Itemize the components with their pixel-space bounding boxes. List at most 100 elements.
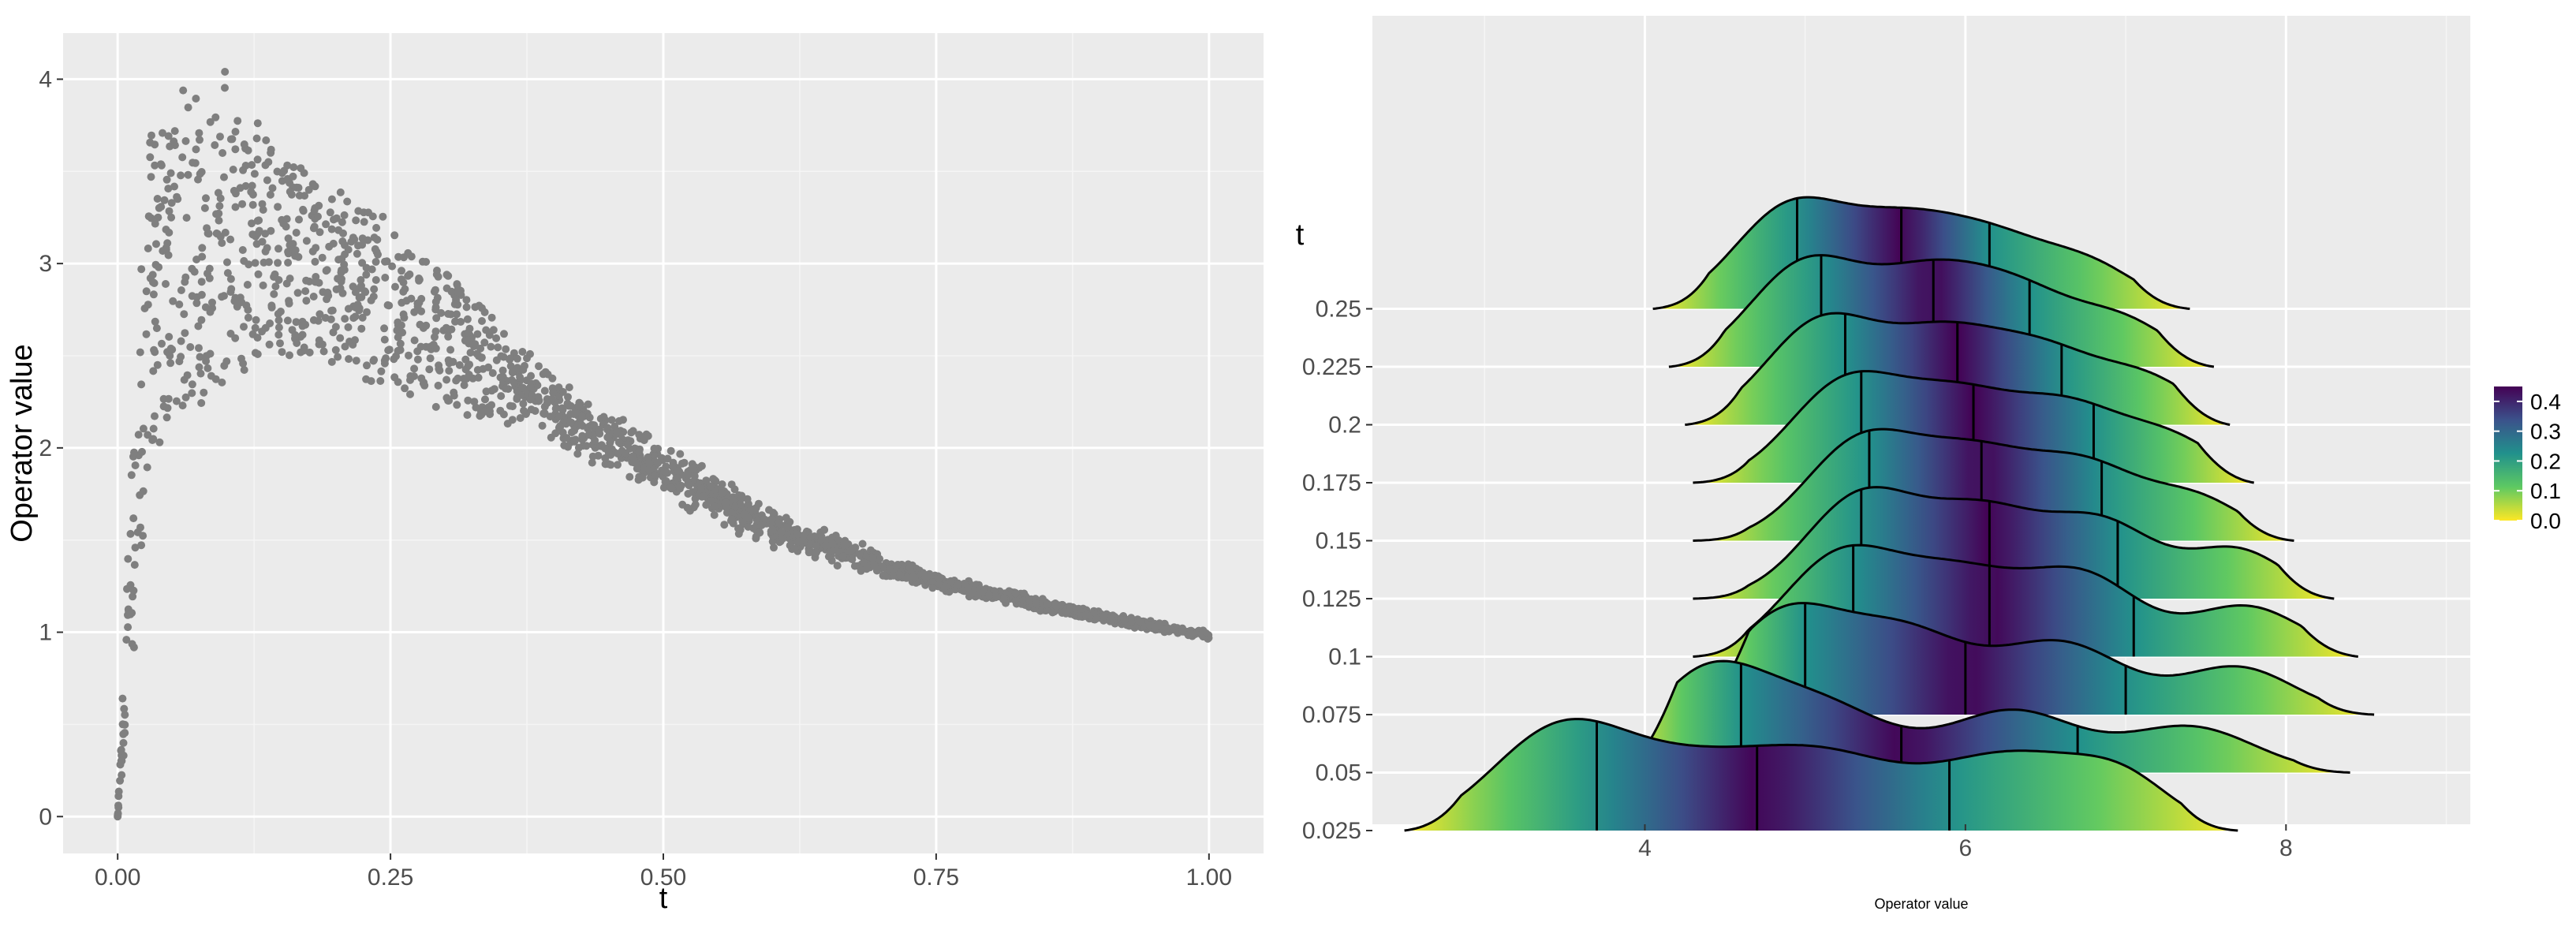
scatter-point bbox=[181, 393, 190, 401]
scatter-point bbox=[1199, 626, 1208, 635]
scatter-point bbox=[539, 409, 548, 418]
scatter-point bbox=[271, 282, 280, 291]
scatter-point bbox=[364, 208, 372, 217]
scatter-point bbox=[157, 161, 166, 170]
scatter-point bbox=[352, 216, 360, 225]
scatter-point bbox=[540, 386, 549, 395]
scatter-point bbox=[248, 230, 257, 239]
scatter-point bbox=[394, 378, 402, 386]
scatter-point bbox=[676, 484, 684, 493]
scatter-point bbox=[267, 148, 275, 157]
scatter-point bbox=[262, 136, 271, 144]
scatter-point bbox=[449, 357, 457, 366]
scatter-point bbox=[231, 203, 240, 211]
ridge-y-tick-label: 0.2 bbox=[1328, 413, 1361, 439]
scatter-point bbox=[323, 266, 331, 274]
scatter-point bbox=[757, 521, 766, 529]
ridge-outline bbox=[1693, 370, 2254, 484]
scatter-point bbox=[828, 540, 837, 548]
scatter-point bbox=[394, 346, 402, 355]
scatter-point bbox=[410, 364, 419, 373]
scatter-point bbox=[340, 266, 349, 274]
scatter-point bbox=[274, 323, 283, 332]
scatter-point bbox=[194, 322, 203, 330]
scatter-point bbox=[169, 297, 177, 305]
scatter-point bbox=[431, 327, 440, 336]
scatter-point bbox=[130, 561, 139, 569]
scatter-point bbox=[973, 592, 982, 599]
scatter-point bbox=[151, 219, 159, 228]
scatter-point bbox=[471, 340, 480, 349]
scatter-point bbox=[278, 169, 286, 177]
scatter-point bbox=[669, 458, 678, 467]
scatter-point bbox=[499, 353, 508, 361]
scatter-point bbox=[584, 431, 593, 439]
scatter-point bbox=[117, 746, 125, 755]
ridge-outline bbox=[1652, 196, 2190, 310]
scatter-x-tick-label: 1.00 bbox=[1186, 864, 1232, 891]
scatter-point bbox=[358, 313, 367, 322]
scatter-point bbox=[289, 172, 297, 181]
scatter-point bbox=[422, 321, 431, 330]
scatter-point bbox=[690, 472, 699, 480]
scatter-point bbox=[220, 173, 228, 181]
scatter-point bbox=[736, 525, 745, 534]
scatter-point bbox=[748, 505, 756, 513]
scatter-point bbox=[446, 310, 455, 319]
scatter-point bbox=[444, 332, 453, 341]
scatter-point bbox=[263, 244, 271, 252]
scatter-point bbox=[129, 586, 138, 595]
scatter-point bbox=[645, 460, 654, 469]
scatter-point bbox=[711, 502, 719, 511]
scatter-point bbox=[445, 367, 454, 375]
scatter-point bbox=[364, 236, 372, 245]
scatter-point bbox=[726, 517, 735, 525]
scatter-point bbox=[344, 245, 353, 254]
scatter-point bbox=[560, 441, 569, 450]
scatter-point bbox=[240, 366, 248, 374]
scatter-point bbox=[588, 458, 596, 467]
scatter-point bbox=[453, 310, 461, 319]
scatter-point bbox=[177, 353, 185, 361]
scatter-points bbox=[114, 68, 1213, 821]
scatter-point bbox=[286, 351, 293, 360]
scatter-point bbox=[298, 322, 307, 330]
scatter-point bbox=[463, 337, 472, 345]
scatter-point bbox=[432, 314, 441, 323]
scatter-point bbox=[134, 431, 143, 439]
scatter-point bbox=[200, 388, 208, 397]
scatter-point bbox=[218, 239, 226, 248]
scatter-point bbox=[154, 213, 162, 222]
scatter-point bbox=[566, 401, 575, 410]
scatter-point bbox=[454, 374, 462, 383]
scatter-point bbox=[276, 308, 285, 316]
scatter-point bbox=[211, 141, 219, 149]
scatter-point bbox=[928, 584, 937, 592]
scatter-point bbox=[473, 330, 482, 338]
scatter-point bbox=[353, 249, 361, 258]
scatter-point bbox=[289, 163, 298, 171]
scatter-point bbox=[558, 387, 567, 396]
ridge-y-tick-label: 0.075 bbox=[1302, 702, 1361, 728]
ridge-y-tick-label: 0.05 bbox=[1316, 760, 1361, 786]
scatter-point bbox=[147, 173, 155, 181]
scatter-point bbox=[380, 324, 389, 333]
scatter-point bbox=[498, 366, 507, 375]
scatter-point bbox=[399, 287, 408, 296]
scatter-point bbox=[340, 211, 349, 219]
scatter-point bbox=[114, 812, 122, 821]
scatter-point bbox=[220, 361, 229, 370]
scatter-point bbox=[582, 442, 591, 450]
scatter-point bbox=[160, 196, 169, 204]
scatter-point bbox=[298, 330, 307, 339]
scatter-point bbox=[463, 411, 472, 420]
scatter-point bbox=[149, 435, 158, 443]
scatter-point bbox=[202, 194, 210, 203]
scatter-point bbox=[492, 334, 501, 342]
scatter-point bbox=[158, 339, 166, 348]
scatter-point bbox=[434, 381, 442, 390]
scatter-point bbox=[178, 153, 187, 162]
scatter-point bbox=[599, 413, 608, 421]
scatter-point bbox=[752, 534, 760, 543]
